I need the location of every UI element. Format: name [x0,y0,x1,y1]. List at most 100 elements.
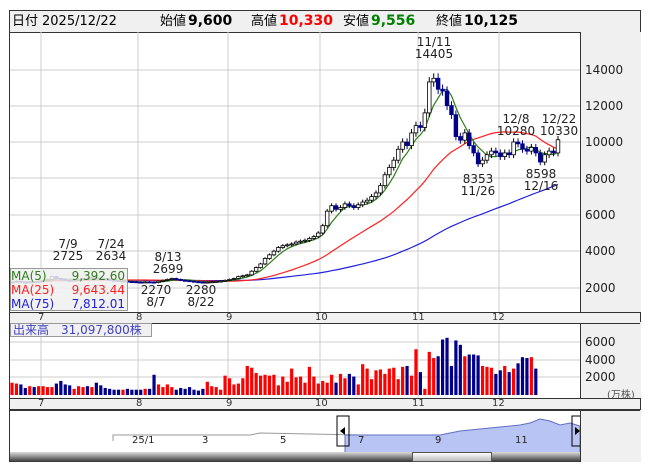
volume-bar [281,376,285,395]
candle-body [147,281,152,284]
volume-bar [59,380,63,395]
ma-legend: MA(5) 9,392.60 MA(25) 9,643.44 MA(75) 7,812… [10,268,128,311]
volume-bar [356,384,360,395]
volume-bar [54,383,58,395]
volume-bar [467,354,471,395]
candle-body [435,77,441,90]
volume-bar [387,368,391,395]
candle-body [440,88,445,92]
volume-bar [236,383,240,395]
candle-body [222,279,228,282]
candle-body [342,203,348,208]
navigator-side [580,410,641,462]
nav-tick: 11 [515,435,528,446]
volume-bar [219,389,223,395]
high-label: 高値 [251,14,278,29]
volume-bar [254,373,258,395]
candle-body [165,279,170,281]
month-label: 8 [136,398,143,409]
volume-bar [338,373,343,395]
volume-bar [516,363,520,395]
scrollbar-track[interactable] [10,452,580,462]
candle-body [200,281,206,284]
volume-bar [10,382,14,395]
candle-body [462,132,467,141]
volume-bar [81,387,85,395]
volume-bar [445,337,449,395]
volume-bar [423,388,427,395]
candle-body [307,238,312,241]
volume-bar [263,374,267,395]
volume-bar [68,385,72,395]
volume-bar [352,376,356,395]
volume-bar [276,385,280,395]
candle-body [484,154,490,161]
month-label: 10 [315,398,328,409]
candle-body [400,141,405,150]
volume-bar [432,358,436,395]
month-label: 11 [412,398,425,409]
candle-body [333,205,339,210]
candle-body [196,281,201,284]
candle-body [373,192,379,198]
candle-body [511,141,516,156]
volume-bar [72,388,76,395]
candle-body [347,203,352,207]
candle-body [409,132,414,147]
scrollbar-thumb[interactable] [412,452,492,462]
volume-bar [196,390,201,395]
candle-body [502,152,507,157]
volume-bar [512,368,516,395]
low-label: 安値 [343,14,370,29]
candle-body [302,239,308,242]
volume-bar [480,365,485,395]
volume-bar [290,368,294,395]
volume-bar [334,382,338,395]
candle-body [467,132,472,147]
price-tick: 12000 [585,99,624,113]
candle-body [542,154,547,163]
nav-tick: 5 [280,435,287,446]
month-axis-price: 7 8 9 10 11 12 [10,312,640,324]
candle-body [271,250,277,256]
volume-bar [143,388,147,395]
volume-tick: 2000 [585,370,616,384]
candle-body [382,174,388,187]
candle-body [227,279,232,281]
candle-body [289,243,294,246]
volume-bar [303,382,307,395]
volume-bar [489,367,494,395]
volume-bar [392,367,396,395]
volume-bar [99,385,103,395]
volume-bar [121,389,125,395]
volume-bar [409,375,414,395]
candle-body [178,279,183,281]
navigator-left-handle [336,415,350,447]
volume-bar [312,376,316,395]
candle-body [364,199,370,203]
volume-bar [241,378,245,395]
volume-bar [250,367,254,395]
volume-bar [223,375,227,395]
price-tick: 10000 [585,135,624,149]
volume-bar [463,356,467,395]
volume-tick: 4000 [585,353,616,367]
candle-body [316,232,321,238]
navigator[interactable]: 25/1 3 5 7 9 11 [10,410,640,453]
annotation-low: 8598 12/16 [523,167,559,193]
candle-body [369,196,374,201]
volume-bar [414,349,418,395]
month-label: 12 [492,312,505,323]
candle-body [134,281,139,284]
volume-bar [418,372,422,395]
price-tick: 2000 [585,281,616,295]
volume-bar [365,368,369,395]
price-tick: 14000 [585,63,624,77]
volume-unit: (万株) [607,390,635,401]
candle-body [387,167,392,176]
candle-body [378,185,383,194]
volume-bar [361,364,365,395]
volume-bar [307,366,312,395]
